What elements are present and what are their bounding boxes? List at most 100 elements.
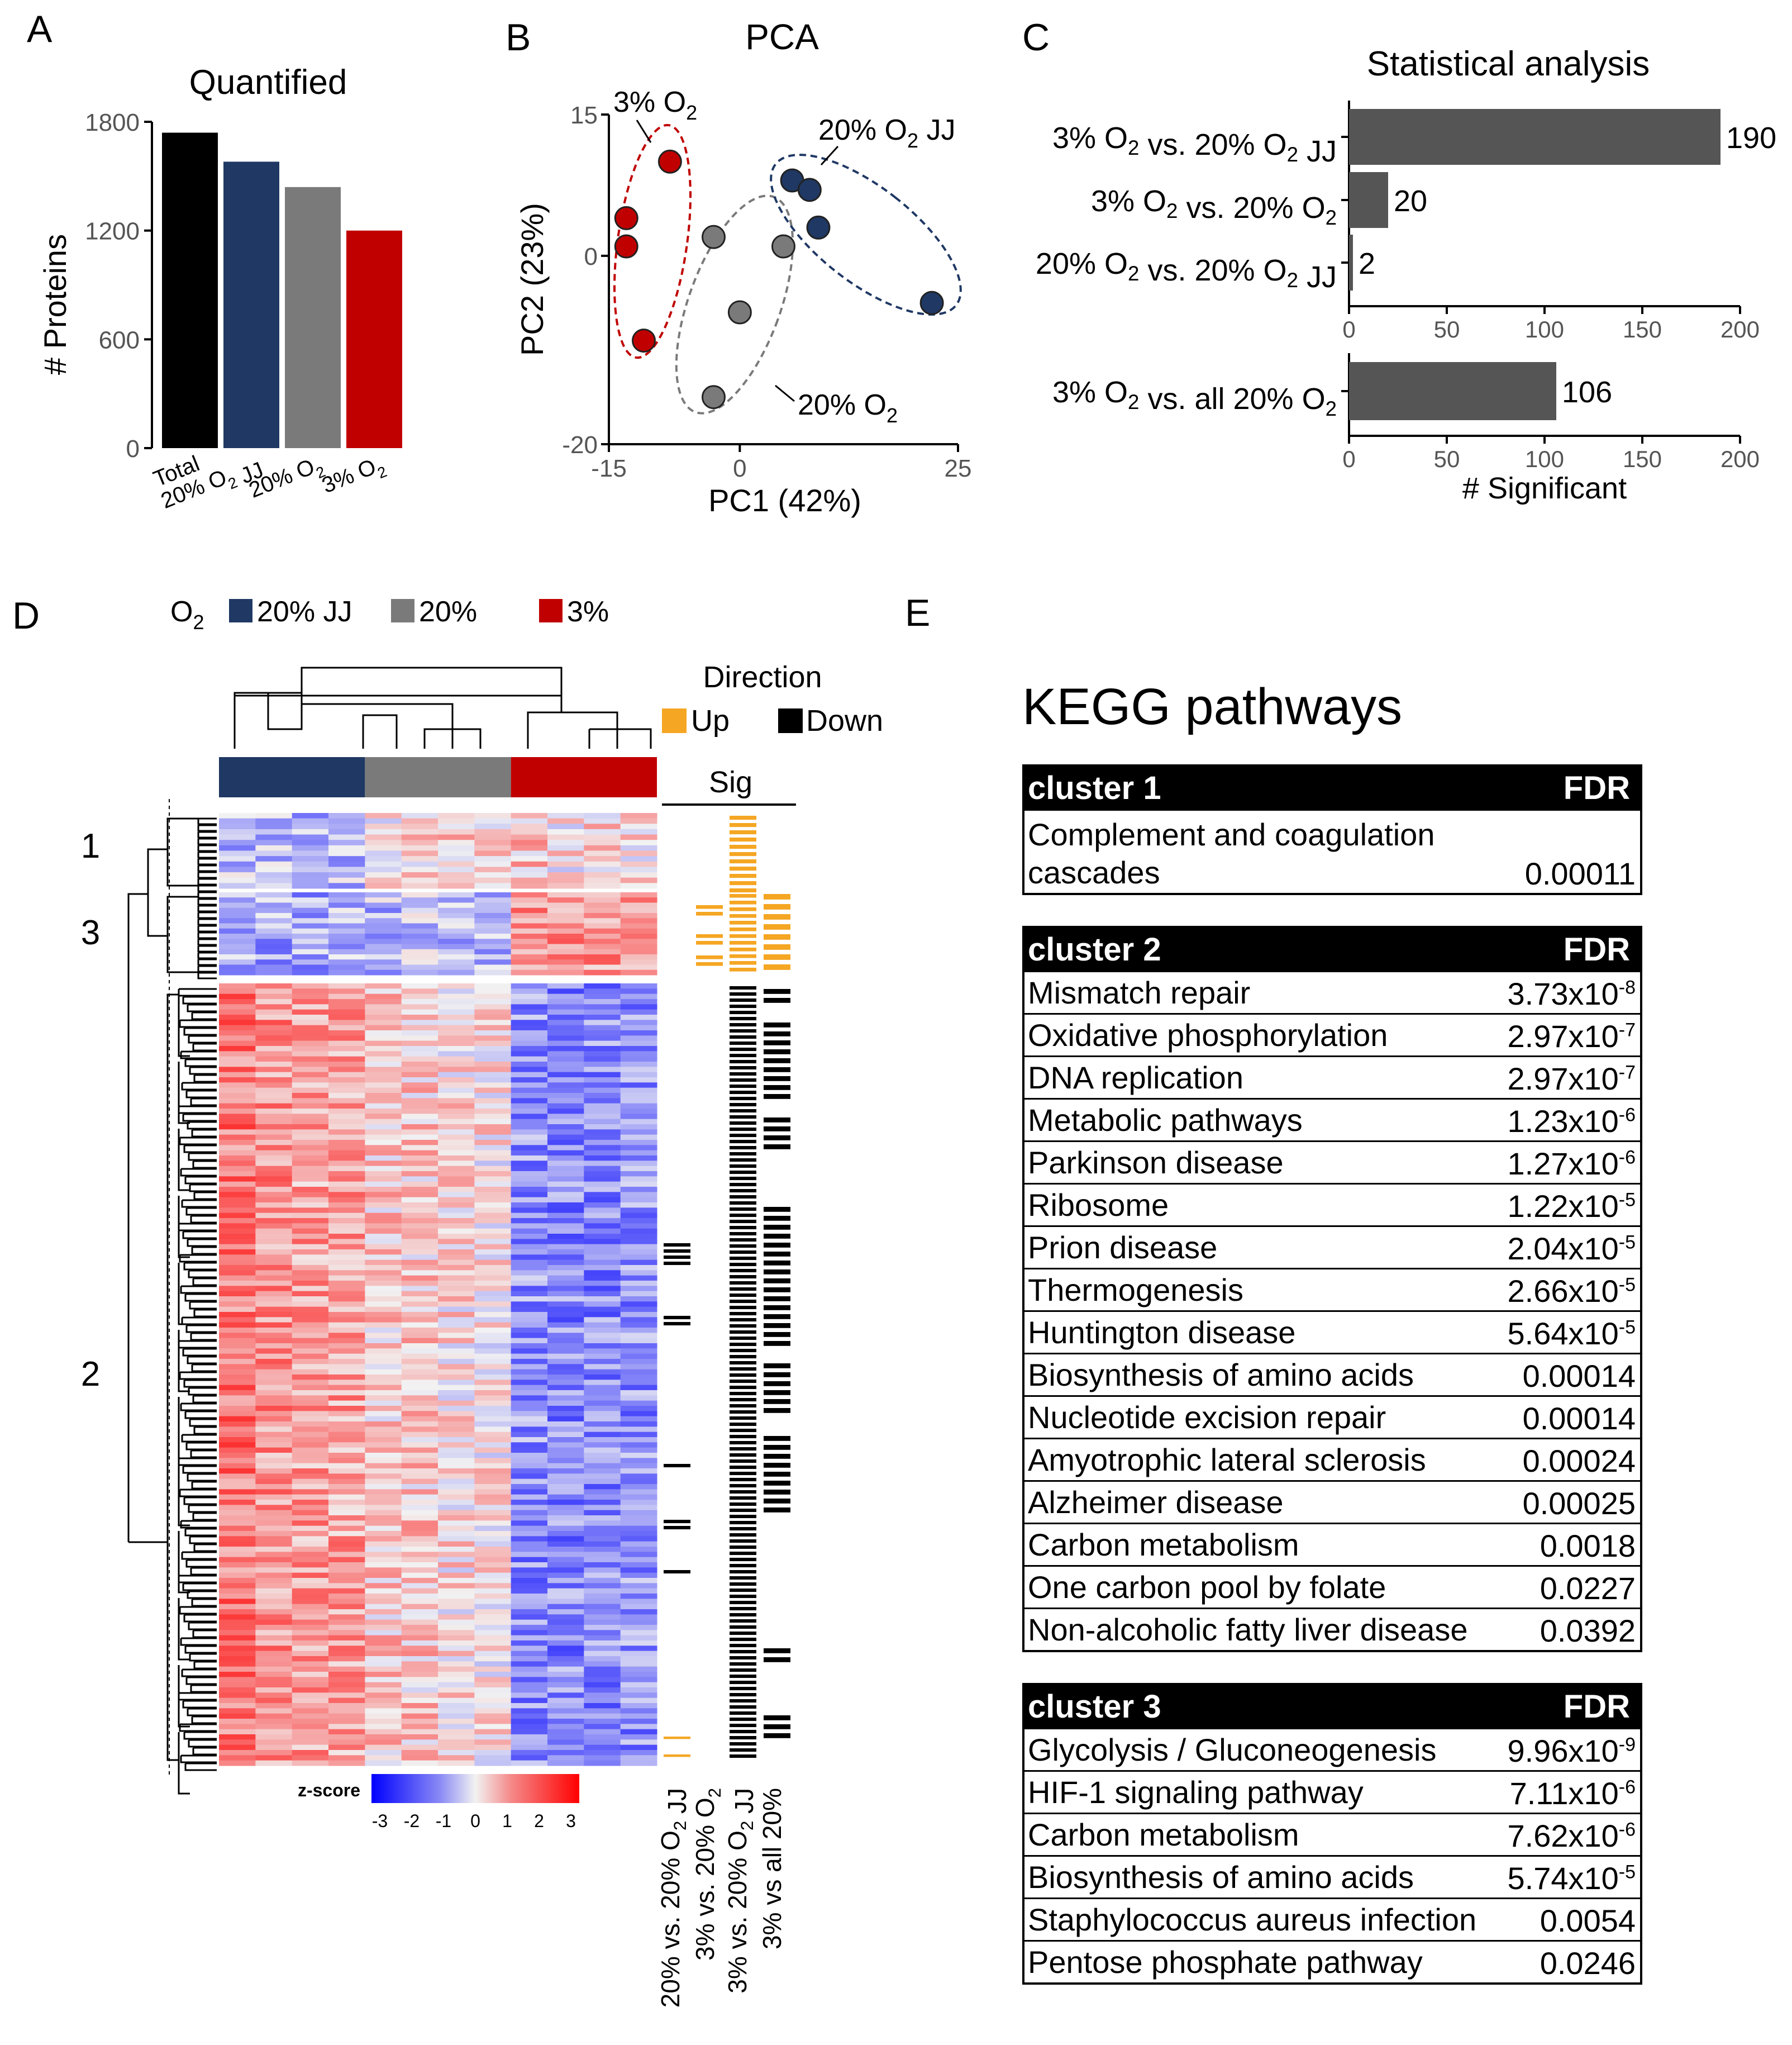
heatmap-cell (402, 1348, 439, 1354)
heatmap-cell (219, 1239, 256, 1244)
heatmap-cell (584, 939, 621, 944)
heatmap-cell (438, 867, 475, 872)
heatmap-cell (511, 1542, 548, 1547)
heatmap-cell (255, 1724, 292, 1729)
heatmap-cell (438, 1025, 475, 1031)
dendrogram-branch (191, 1216, 217, 1223)
sig-mark (764, 1481, 790, 1486)
direction-title: Direction (703, 660, 822, 694)
heatmap-cell (402, 1426, 439, 1432)
heatmap-cell (365, 1520, 402, 1526)
heatmap-cell (474, 1416, 511, 1422)
heatmap-cell (584, 1395, 621, 1401)
heatmap-cell (438, 1202, 475, 1208)
heatmap-cell (219, 1562, 256, 1568)
heatmap-cell (438, 1030, 475, 1036)
heatmap-cell (255, 1057, 292, 1062)
heatmap-cell (402, 1604, 439, 1610)
heatmap-cell (328, 1682, 365, 1688)
heatmap-cell (255, 1343, 292, 1349)
dendrogram-branch (183, 997, 217, 1004)
dendrogram-branch (190, 1537, 217, 1543)
heatmap-cell (292, 1192, 329, 1197)
heatmap-cell (255, 1479, 292, 1485)
dendrogram-branch (189, 1623, 217, 1629)
heatmap-cell (402, 1265, 439, 1271)
heatmap-cell (255, 1620, 292, 1625)
heatmap-cell (328, 851, 365, 857)
heatmap-cell (584, 1698, 621, 1704)
heatmap-cell (255, 1552, 292, 1557)
heatmap-cell (474, 1375, 511, 1380)
heatmap-cell (219, 851, 256, 857)
heatmap-cell (438, 1364, 475, 1369)
heatmap-cell (365, 1463, 402, 1469)
heatmap-cell (474, 1515, 511, 1521)
sig-mark (730, 1650, 756, 1653)
dendrogram-branch (198, 832, 217, 838)
kegg-fdr-value: 1.23x10-6 (1507, 1103, 1636, 1139)
heatmap-cell (511, 1614, 548, 1620)
dendrogram-branch (198, 892, 217, 898)
heatmap-cell (438, 1291, 475, 1297)
heatmap-cell (547, 872, 584, 878)
kegg-fdr-value: 0.00024 (1523, 1443, 1636, 1479)
heatmap-cell (402, 883, 439, 888)
heatmap-cell (328, 856, 365, 862)
heatmap-cell (219, 1348, 256, 1354)
heatmap-cell (219, 1651, 256, 1657)
heatmap-cell (584, 1281, 621, 1286)
group-annotation-bar (511, 757, 657, 797)
heatmap-cell (621, 954, 657, 960)
heatmap-cell (365, 1244, 402, 1250)
heatmap-cell (621, 1698, 657, 1704)
sig-mark (764, 1381, 790, 1386)
heatmap-cell (511, 1207, 548, 1213)
heatmap-cell (402, 1088, 439, 1093)
heatmap-cell (474, 1729, 511, 1735)
heatmap-cell (292, 1761, 329, 1766)
heatmap-cell (328, 1015, 365, 1020)
heatmap-cell (255, 1182, 292, 1187)
heatmap-cell (365, 1594, 402, 1599)
heatmap-cell (511, 1515, 548, 1521)
heatmap-cell (255, 1432, 292, 1438)
heatmap-cell (584, 1301, 621, 1307)
heatmap-cell (511, 1567, 548, 1573)
heatmap-cell (511, 1698, 548, 1704)
heatmap-cell (328, 1395, 365, 1401)
dendrogram-branch (198, 939, 217, 945)
heatmap-cell (365, 1067, 402, 1072)
heatmap-cell (438, 949, 475, 955)
heatmap-cell (621, 845, 657, 851)
chart-c1-category-label: 3% O2 vs. 20% O2 (1091, 184, 1337, 229)
group-annotation-bar (219, 757, 365, 797)
heatmap-cell (255, 1375, 292, 1380)
heatmap-cell (547, 1364, 584, 1369)
heatmap-cell (511, 1343, 548, 1349)
heatmap-cell (328, 1645, 365, 1651)
heatmap-cell (438, 892, 475, 898)
heatmap-cell (402, 1698, 439, 1704)
heatmap-cell (511, 1750, 548, 1756)
heatmap-cell (328, 1604, 365, 1610)
heatmap-cell (328, 1703, 365, 1709)
heatmap-cell (547, 949, 584, 955)
heatmap-cell (365, 924, 402, 929)
heatmap-cell (292, 1312, 329, 1318)
heatmap-cell (547, 1202, 584, 1208)
heatmap-cell (328, 1020, 365, 1025)
heatmap-cell (438, 1651, 475, 1657)
heatmap-cell (511, 1140, 548, 1145)
heatmap-cell (547, 1536, 584, 1542)
kegg-row: Mismatch repair 3.73x10-8 (1024, 971, 1640, 1013)
heatmap-cell (328, 1333, 365, 1338)
heatmap-cell (584, 1724, 621, 1729)
heatmap-cell (621, 959, 657, 965)
heatmap-cell (474, 829, 511, 835)
kegg-cluster-header: cluster 3 FDR (1024, 1685, 1640, 1728)
heatmap-cell (219, 1197, 256, 1203)
heatmap-cell (474, 983, 511, 989)
kegg-row: Carbon metabolism 7.62x10-6 (1024, 1813, 1640, 1855)
heatmap-cell (219, 1609, 256, 1615)
